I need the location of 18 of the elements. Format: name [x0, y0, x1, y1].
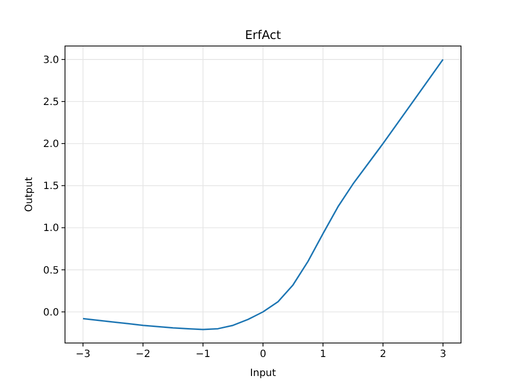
x-tick-label: −3	[76, 349, 90, 360]
x-tick-label: 2	[380, 349, 386, 360]
y-tick-label: 1.0	[43, 223, 59, 234]
y-tick-label: 1.5	[43, 181, 59, 192]
y-tick-label: 0.5	[43, 265, 59, 276]
x-tick-label: 1	[320, 349, 326, 360]
y-axis-title: Output	[24, 177, 35, 212]
x-axis-title: Input	[250, 368, 276, 379]
y-tick-label: 2.5	[43, 97, 59, 108]
x-tick-label: −1	[196, 349, 210, 360]
y-tick-label: 2.0	[43, 139, 59, 150]
y-tick-label: 0.0	[43, 307, 59, 318]
x-tick-label: −2	[136, 349, 150, 360]
line-series	[82, 58, 444, 330]
x-tick-label: 0	[260, 349, 266, 360]
y-tick-label: 3.0	[43, 54, 59, 66]
chart-title: ErfAct	[244, 28, 282, 42]
x-tick-label: 3	[440, 349, 446, 360]
